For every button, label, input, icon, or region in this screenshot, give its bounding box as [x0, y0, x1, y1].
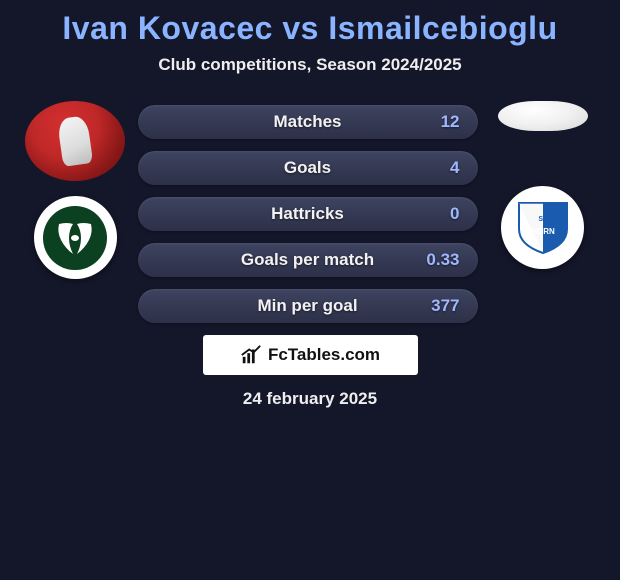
stat-value: 12	[441, 112, 460, 132]
date-text: 24 february 2025	[243, 389, 377, 409]
stat-row-goals: Goals 4	[138, 151, 478, 185]
stat-row-hattricks: Hattricks 0	[138, 197, 478, 231]
page-subtitle: Club competitions, Season 2024/2025	[158, 55, 461, 75]
main-row: Matches 12 Goals 4 Hattricks 0 Goals per…	[0, 91, 620, 323]
svg-text:SV: SV	[538, 216, 548, 223]
player-right-avatar	[498, 101, 588, 131]
stat-row-goals-per-match: Goals per match 0.33	[138, 243, 478, 277]
brand-text: FcTables.com	[268, 345, 380, 365]
horn-logo-icon: SV HORN	[513, 199, 573, 257]
svg-text:HORN: HORN	[531, 227, 555, 236]
page-title: Ivan Kovacec vs Ismailcebioglu	[62, 10, 557, 47]
club-left-badge	[34, 196, 117, 279]
right-player-column: SV HORN	[478, 91, 608, 269]
stat-value: 4	[450, 158, 459, 178]
chart-icon	[240, 344, 262, 366]
stat-label: Matches	[273, 112, 341, 132]
player-left-avatar	[25, 101, 125, 181]
stat-value: 0.33	[426, 250, 459, 270]
club-right-badge: SV HORN	[501, 186, 584, 269]
infographic-container: Ivan Kovacec vs Ismailcebioglu Club comp…	[0, 0, 620, 409]
stat-label: Goals	[284, 158, 331, 178]
stats-column: Matches 12 Goals 4 Hattricks 0 Goals per…	[138, 105, 478, 323]
stat-row-min-per-goal: Min per goal 377	[138, 289, 478, 323]
stat-row-matches: Matches 12	[138, 105, 478, 139]
stat-label: Goals per match	[241, 250, 374, 270]
ried-logo-icon	[51, 214, 99, 262]
brand-badge[interactable]: FcTables.com	[203, 335, 418, 375]
stat-value: 0	[450, 204, 459, 224]
stat-label: Hattricks	[271, 204, 344, 224]
left-player-column	[13, 91, 138, 279]
stat-label: Min per goal	[257, 296, 357, 316]
stat-value: 377	[431, 296, 459, 316]
